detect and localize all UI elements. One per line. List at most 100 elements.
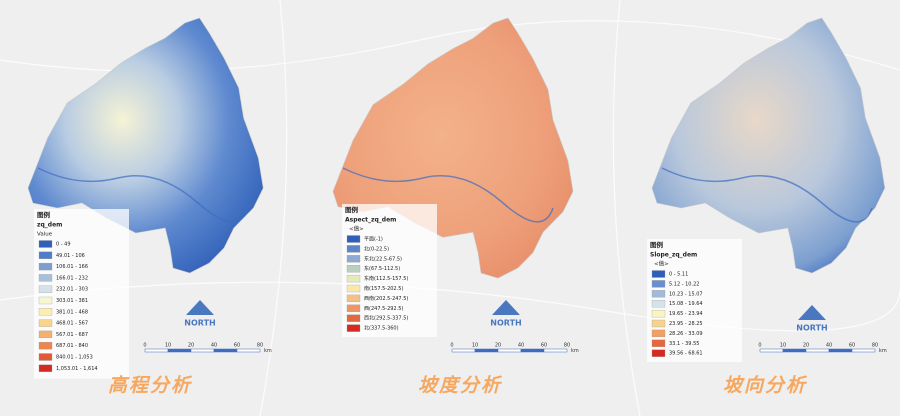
- legend-swatch: [651, 270, 666, 278]
- legend-swatch: [346, 274, 361, 283]
- legend-label: 106.01 - 166: [56, 264, 88, 270]
- legend-swatch: [38, 251, 53, 259]
- legend-label: 303.01 - 381: [56, 298, 88, 304]
- scale-label: 40: [826, 343, 832, 349]
- legend-label: 39.56 - 68.61: [669, 351, 703, 357]
- legend-swatch: [651, 329, 666, 338]
- scale-segment: [190, 348, 215, 353]
- legend-swatch: [38, 262, 53, 271]
- legend-label: 1,053.01 - 1,614: [56, 366, 98, 372]
- legend-swatch: [346, 235, 361, 243]
- legend-swatch: [38, 364, 53, 372]
- scale-segment: [451, 348, 476, 353]
- legend-swatch: [346, 314, 361, 322]
- legend-label: 166.01 - 232: [56, 275, 88, 281]
- legend-heading: 图例: [37, 210, 51, 219]
- legend-label: 南(157.5-202.5): [364, 285, 403, 292]
- panel-title: 坡向分析: [723, 375, 808, 397]
- scale-segment: [543, 348, 568, 353]
- scale-label: 60: [541, 343, 547, 349]
- legend-label: 49.01 - 106: [56, 253, 85, 259]
- scale-unit: km: [571, 348, 579, 354]
- legend-swatch: [38, 353, 53, 361]
- scale-label: 60: [234, 343, 240, 349]
- legend-box: [34, 209, 129, 379]
- scale-label: 10: [165, 343, 171, 349]
- legend-field: Aspect_zq_dem: [345, 217, 396, 224]
- scale-label: 80: [257, 343, 263, 349]
- legend-heading: 图例: [345, 205, 359, 214]
- legend-subheading: <值>: [654, 260, 669, 268]
- scale-segment: [474, 348, 499, 353]
- scale-label: 60: [849, 343, 855, 349]
- scale-label: 10: [780, 343, 786, 349]
- scale-label: 10: [472, 343, 478, 349]
- legend-label: 东(67.5-112.5): [364, 265, 400, 272]
- legend-swatch: [651, 339, 666, 347]
- scale-segment: [236, 348, 261, 353]
- legend-swatch: [38, 285, 53, 293]
- legend-label: 5.12 - 10.22: [669, 281, 699, 287]
- scale-segment: [497, 348, 522, 353]
- legend-field: Slope_zq_dem: [650, 252, 697, 259]
- legend-label: 东南(112.5-157.5): [364, 275, 408, 282]
- scale-segment: [144, 348, 169, 353]
- scale-segment: [805, 348, 830, 353]
- legend-label: 28.26 - 33.09: [669, 331, 703, 337]
- legend-swatch: [346, 324, 361, 332]
- scale-label: 20: [495, 343, 501, 349]
- legend-label: 10.23 - 15.07: [669, 291, 703, 297]
- scale-label: 0: [450, 343, 453, 349]
- legend-label: 567.01 - 687: [56, 332, 88, 338]
- legend-label: 381.01 - 468: [56, 309, 88, 315]
- scale-segment: [828, 348, 853, 353]
- legend-swatch: [346, 245, 361, 253]
- legend-swatch: [346, 294, 361, 303]
- north-arrow: [186, 300, 214, 315]
- legend-label: 北(0-22.5): [364, 245, 389, 252]
- legend-swatch: [38, 319, 53, 327]
- scale-segment: [167, 348, 192, 353]
- legend-swatch: [38, 308, 53, 316]
- scale-unit: km: [879, 348, 887, 354]
- legend-subheading: Value: [37, 232, 53, 238]
- legend-label: 15.08 - 19.64: [669, 301, 703, 307]
- legend-swatch: [38, 330, 53, 339]
- scale-label: 20: [188, 343, 194, 349]
- legend-swatch: [651, 300, 666, 308]
- legend-label: 0 - 49: [56, 242, 71, 248]
- legend-label: 北(337.5-360): [364, 325, 399, 332]
- legend-label: 840.01 - 1,053: [56, 355, 93, 361]
- map-area: [651, 17, 886, 274]
- scale-label: 80: [564, 343, 570, 349]
- north-label: NORTH: [184, 319, 215, 328]
- north-arrow: [798, 305, 826, 320]
- legend-label: 平面(-1): [364, 237, 383, 243]
- scale-segment: [213, 348, 238, 353]
- panel: 图例 Slope_zq_dem<值>0 - 5.11 5.12 - 10.22 10.…: [647, 17, 887, 397]
- legend-label: 西南(202.5-247.5): [364, 295, 408, 302]
- legend-swatch: [346, 265, 361, 273]
- legend-swatch: [346, 284, 361, 293]
- legend-swatch: [651, 349, 666, 357]
- panel-title: 高程分析: [108, 375, 193, 397]
- legend-label: 19.65 - 23.94: [669, 311, 703, 317]
- legend-swatch: [346, 304, 361, 312]
- legend-label: 468.01 - 567: [56, 321, 88, 327]
- panel-title: 坡度分析: [418, 375, 503, 397]
- north-label: NORTH: [490, 319, 521, 328]
- legend-swatch: [651, 319, 666, 328]
- legend-swatch: [651, 280, 666, 288]
- legend-label: 东北(22.5-67.5): [364, 255, 402, 262]
- river: [342, 167, 554, 223]
- legend-label: 0 - 5.11: [669, 272, 688, 278]
- legend-swatch: [346, 255, 361, 263]
- legend-label: 23.95 - 28.25: [669, 321, 703, 327]
- panel: 图例 Aspect_zq_dem<值>平面(-1) 北(0-22.5) 东北(22.5…: [332, 17, 579, 397]
- legend-subheading: <值>: [349, 225, 364, 233]
- legend-swatch: [651, 290, 666, 298]
- scale-label: 80: [872, 343, 878, 349]
